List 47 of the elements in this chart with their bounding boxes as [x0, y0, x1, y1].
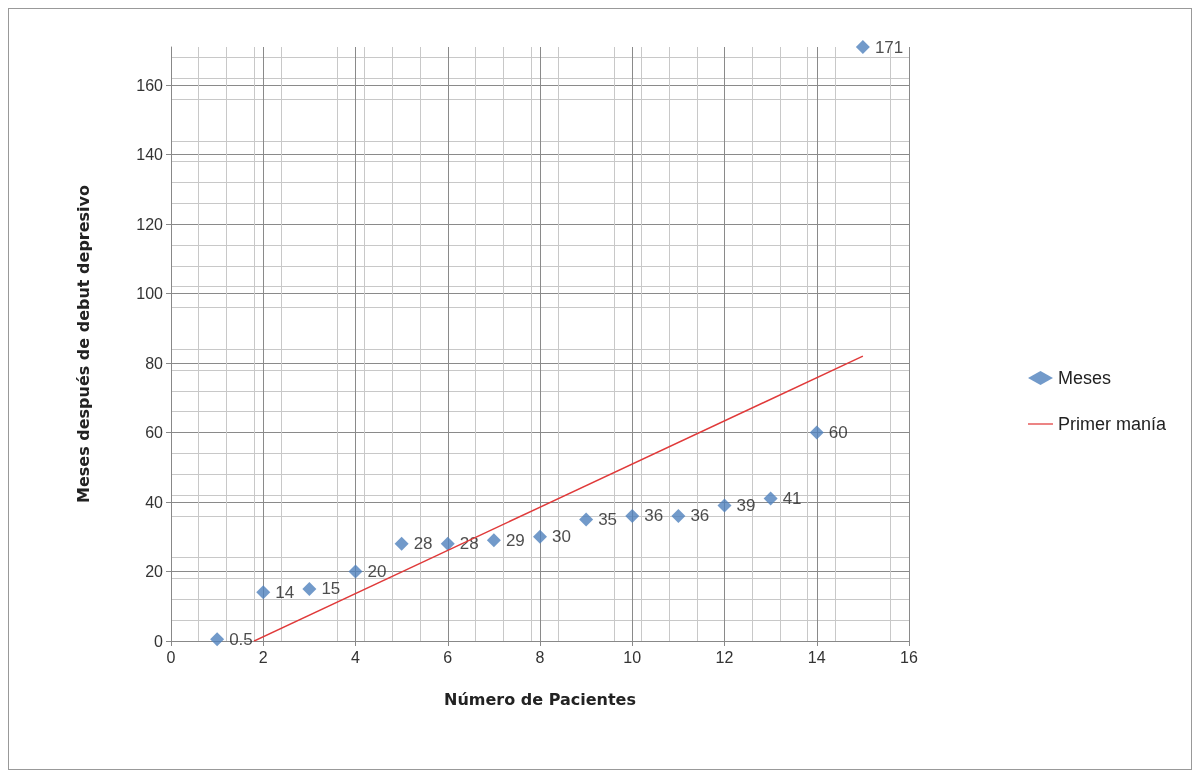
- point: [763, 491, 778, 506]
- legend-label: Primer manía: [1057, 414, 1167, 434]
- x-tick-label: 6: [443, 648, 453, 666]
- point: [256, 585, 271, 600]
- y-tick-label: 0: [154, 632, 164, 650]
- point: [625, 508, 640, 523]
- point: [394, 536, 409, 551]
- x-tick-label: 0: [166, 648, 176, 666]
- x-tick-label: 12: [715, 648, 734, 666]
- data-label: 15: [321, 579, 341, 599]
- data-label: 171: [874, 37, 904, 57]
- data-label: 14: [275, 582, 295, 602]
- point: [486, 533, 501, 548]
- x-tick-label: 14: [807, 648, 826, 666]
- point: [533, 529, 547, 544]
- y-tick-label: 100: [136, 285, 164, 303]
- point: [302, 581, 317, 596]
- data-label: 28: [459, 534, 479, 554]
- data-label: 36: [644, 506, 664, 526]
- y-axis-title: Meses después de debut depresivo: [73, 184, 93, 504]
- y-tick-label: 40: [145, 493, 164, 511]
- data-label: 35: [598, 509, 618, 529]
- point: [440, 536, 455, 551]
- data-label: 28: [413, 534, 433, 554]
- legend-label: Meses: [1057, 368, 1111, 388]
- y-tick-label: 20: [145, 563, 164, 581]
- point: [210, 632, 225, 647]
- point: [855, 40, 870, 54]
- point: [579, 512, 594, 527]
- y-tick-label: 80: [145, 354, 164, 372]
- data-label: 30: [552, 527, 571, 547]
- point: [671, 508, 686, 523]
- data-label: 36: [690, 506, 710, 526]
- x-tick-label: 8: [535, 648, 545, 666]
- x-tick-label: 4: [351, 648, 361, 666]
- x-tick-label: 10: [623, 648, 642, 666]
- x-tick-label: 16: [900, 648, 918, 666]
- y-tick-label: 160: [136, 76, 164, 94]
- x-tick-label: 2: [258, 648, 268, 666]
- data-label: 29: [505, 530, 525, 550]
- y-tick-label: 120: [136, 215, 164, 233]
- point: [348, 564, 363, 579]
- y-tick-label: 60: [145, 424, 164, 442]
- point: [809, 425, 824, 440]
- y-tick-label: 140: [136, 146, 164, 164]
- point: [717, 498, 732, 513]
- x-axis-title: Número de Pacientes: [444, 689, 636, 709]
